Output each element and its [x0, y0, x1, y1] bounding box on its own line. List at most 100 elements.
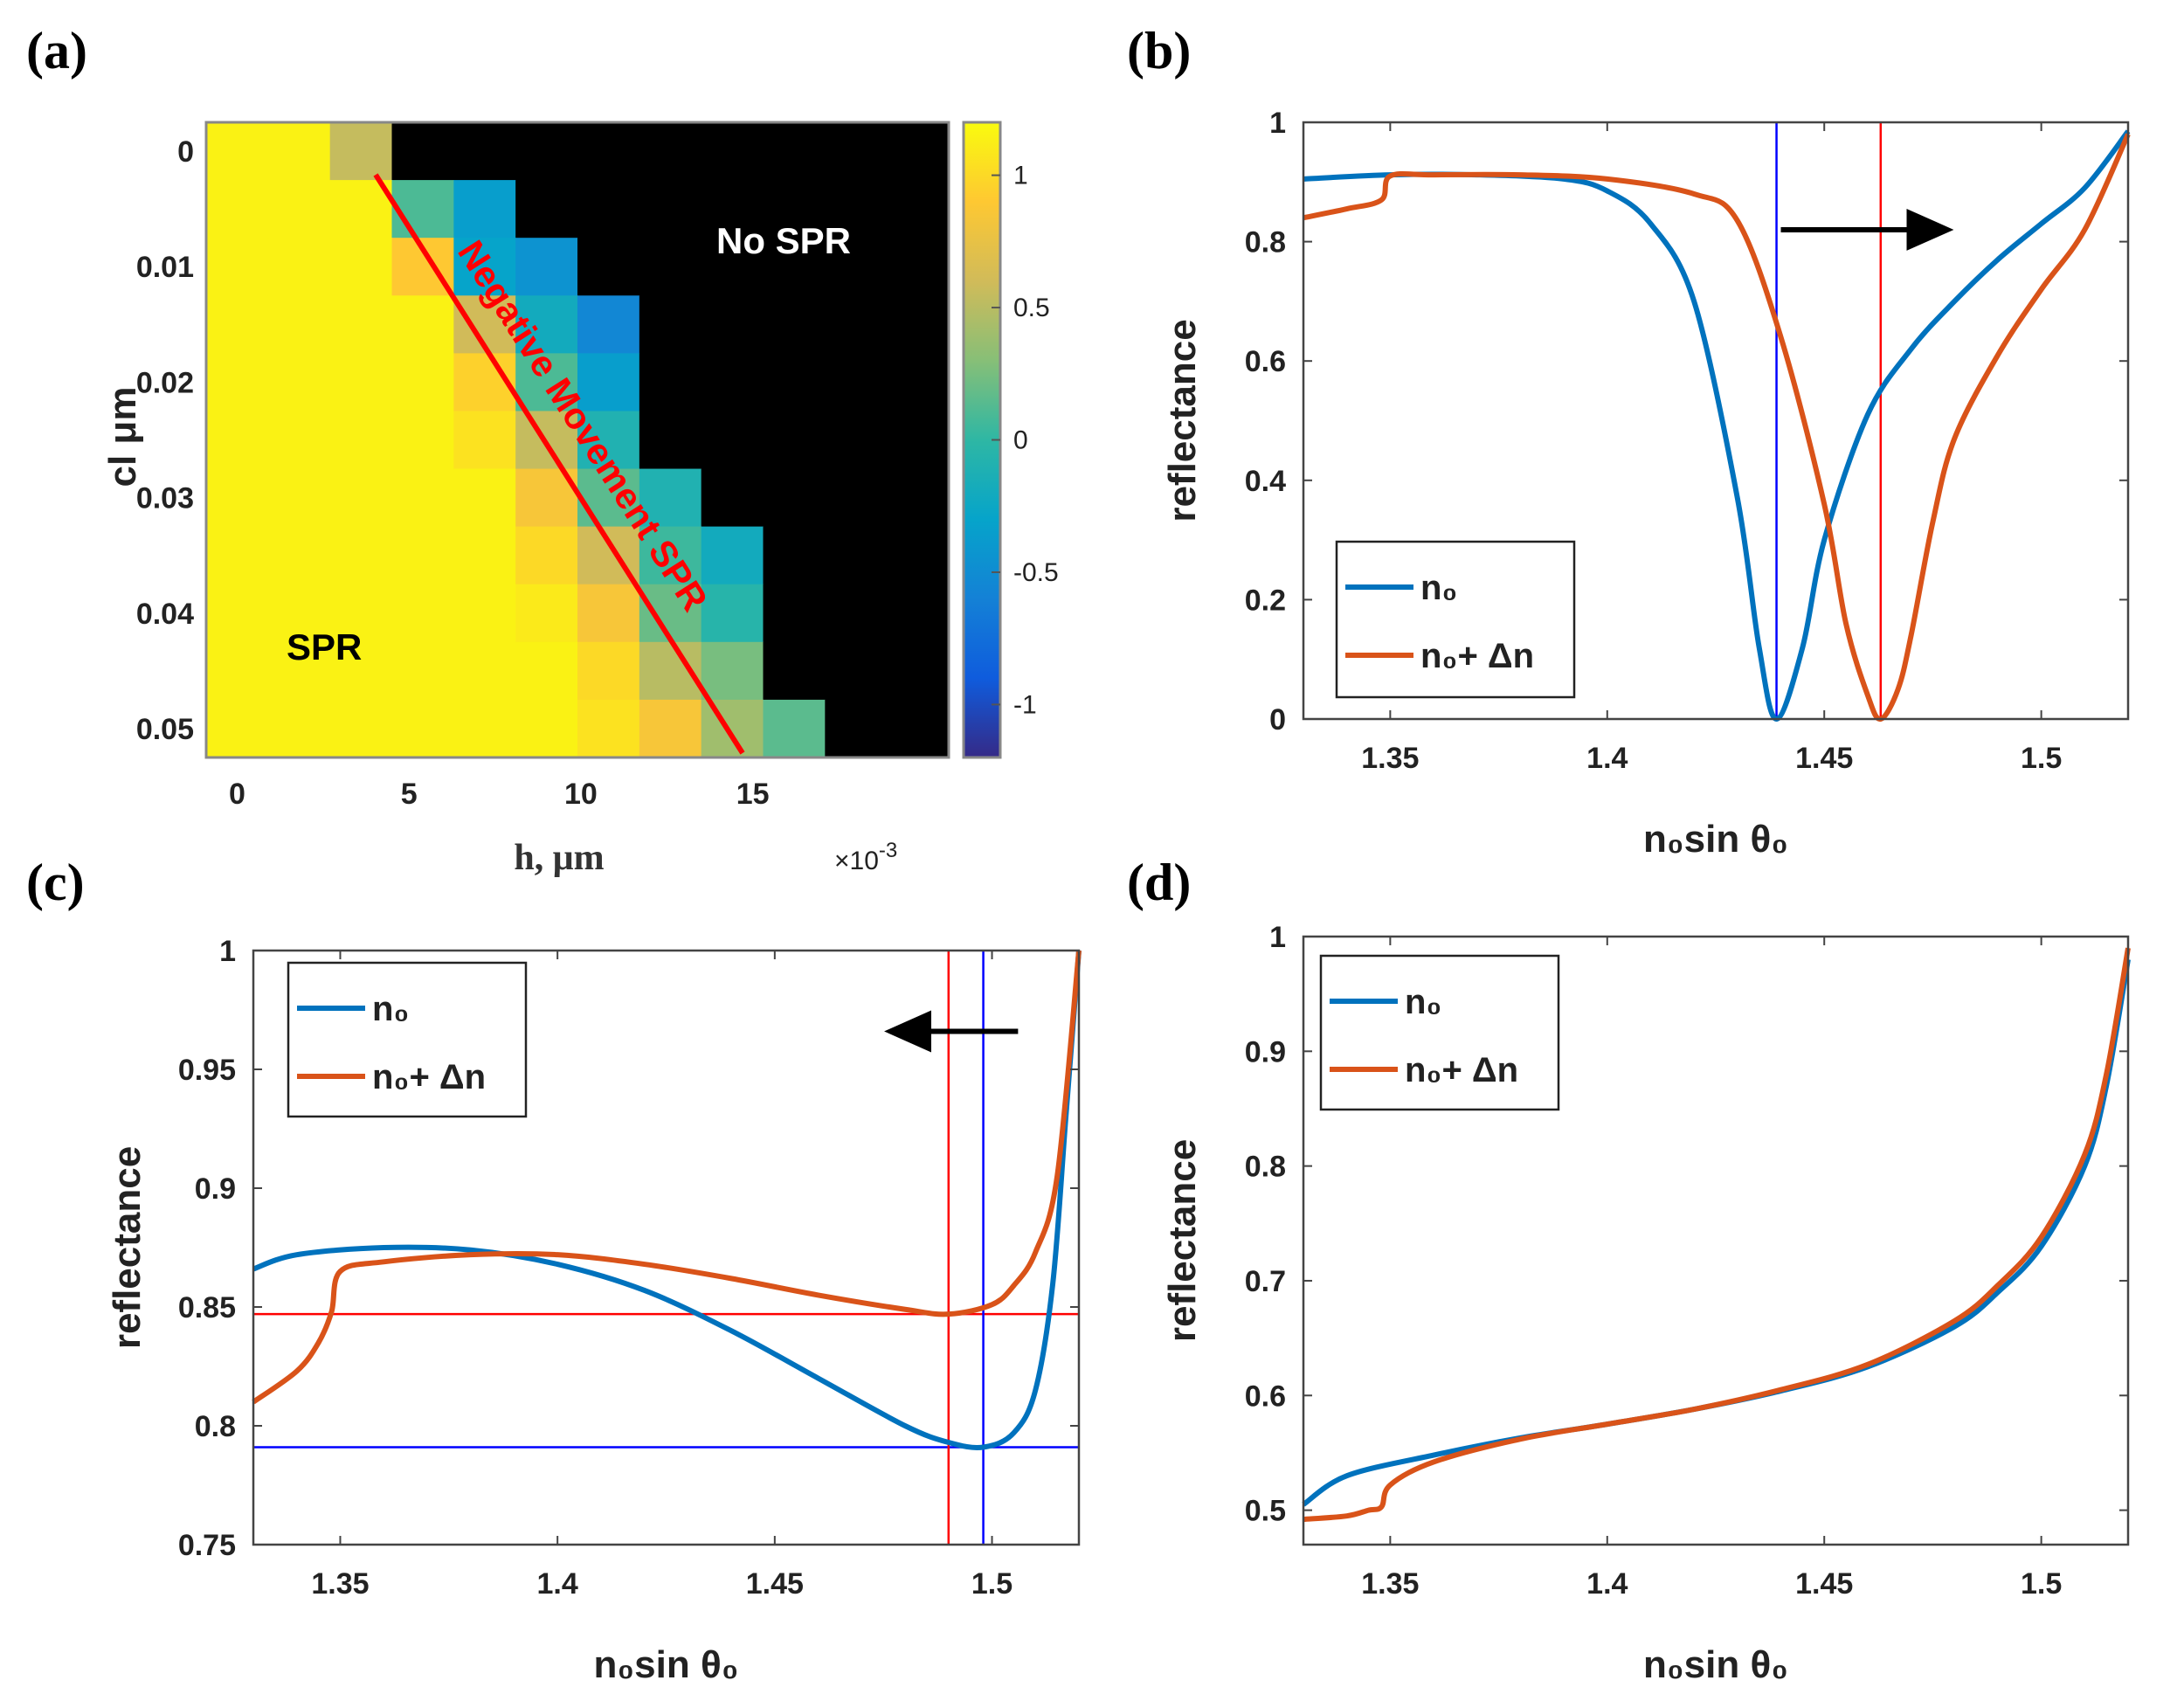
heatmap-cell: [577, 468, 640, 528]
heatmap-cell: [577, 180, 640, 239]
heatmap-cell: [639, 180, 702, 239]
x-tick-label: 0: [229, 778, 245, 811]
heatmap-cell: [329, 122, 393, 181]
legend-label: n₀: [372, 990, 409, 1028]
x-exponent-label: ×10-3: [834, 839, 897, 875]
y-tick-label: 0.8: [1245, 226, 1286, 259]
heatmap-cell: [763, 584, 826, 643]
y-tick-label: 0.4: [1245, 465, 1286, 498]
colorbar-tick-label: -0.5: [1013, 558, 1059, 587]
heatmap-cell: [391, 526, 454, 585]
heatmap-cell: [701, 238, 764, 296]
heatmap-cell: [639, 295, 702, 354]
x-tick-label: 1.45: [1795, 742, 1853, 775]
heatmap-cell: [887, 699, 950, 758]
heatmap-cell: [887, 641, 950, 701]
x-exponent-power: -3: [879, 839, 897, 862]
heatmap-cell: [701, 295, 764, 354]
x-tick-label: 1.4: [537, 1567, 578, 1601]
line-chart-panel-d: 1.35 1.4 1.45 1.5 0.5 0.6 0.7 0.8 0.9 1 n₀sin θ₀ re…: [1161, 921, 2131, 1686]
heatmap-cell: [329, 468, 393, 528]
heatmap-cell: [701, 411, 764, 470]
heatmap-cell: [515, 180, 578, 239]
heatmap-cell: [887, 526, 950, 585]
y-tick-label: 0: [177, 135, 194, 169]
heatmap-cell: [267, 238, 331, 296]
heatmap-cell: [267, 122, 331, 181]
colorbar-tick-label: 0: [1013, 426, 1028, 455]
y-axis-title: reflectance: [1161, 1139, 1204, 1342]
heatmap-cell: [206, 411, 269, 470]
heatmap-cell: [267, 468, 331, 528]
x-tick-label: 1.4: [1586, 1567, 1628, 1601]
y-tick-label: 0.03: [136, 482, 194, 515]
heatmap-cell: [206, 180, 269, 239]
heatmap-cell: [639, 353, 702, 412]
y-tick-label: 0.6: [1245, 1380, 1286, 1413]
legend-label: n₀: [1420, 569, 1457, 607]
x-tick-label: 1.35: [1361, 1567, 1419, 1601]
y-tick-label: 0.05: [136, 713, 194, 746]
heatmap-cell: [639, 411, 702, 470]
heatmap-cell: [206, 353, 269, 412]
x-axis-title: n₀sin θ₀: [593, 1643, 738, 1686]
y-tick-label: 0.8: [1245, 1151, 1286, 1184]
heatmap-cell: [577, 699, 640, 758]
y-tick-label: 0.02: [136, 366, 194, 399]
heatmap-cell: [763, 180, 826, 239]
line-chart-panel-b: 1.35 1.4 1.45 1.5 0 0.2 0.4 0.6 0.8 1 n₀sin θ₀ refl…: [1161, 107, 2131, 861]
plot-frame: [1302, 121, 2130, 721]
heatmap-cell: [267, 641, 331, 701]
heatmap-cell: [639, 238, 702, 296]
x-axis-title: n₀sin θ₀: [1643, 818, 1788, 861]
y-axis-title: reflectance: [1161, 319, 1204, 522]
colorbar-tick-label: 1: [1013, 162, 1028, 190]
heatmap-cell: [453, 584, 516, 643]
legend: n₀ n₀+ Δn: [287, 961, 528, 1118]
y-tick-label: 0.9: [1245, 1035, 1286, 1068]
heatmap-cell: [206, 122, 269, 181]
heatmap-cell: [577, 411, 640, 470]
heatmap-cell: [329, 353, 393, 412]
colorbar-tick-label: -1: [1013, 690, 1037, 719]
negative-movement-line: [373, 173, 745, 755]
heatmap-cell: [701, 468, 764, 528]
heatmap-cell: [515, 641, 578, 701]
y-tick-label: 0.2: [1245, 584, 1286, 617]
heatmap-cell: [515, 353, 578, 412]
x-tick-label: 1.5: [971, 1567, 1013, 1601]
x-tick-label: 1.4: [1586, 742, 1628, 775]
heatmap-cell: [825, 180, 888, 239]
series-line-n0: [1303, 129, 2131, 722]
panel-label-a: (a): [26, 22, 87, 80]
colorbar-ticks: 1 0.5 0 -0.5 -1: [992, 162, 1059, 719]
no-spr-label: No SPR: [716, 220, 851, 261]
panel-label-b: (b): [1127, 22, 1191, 80]
legend-label: n₀+ Δn: [1420, 637, 1534, 675]
heatmap-cell: [453, 411, 516, 470]
heatmap-cell: [825, 295, 888, 354]
heatmap-cell: [577, 122, 640, 181]
y-tick-label: 1: [1269, 921, 1286, 954]
heatmap-cell: [577, 641, 640, 701]
series-line-n0-plus-dn: [1303, 947, 2131, 1523]
heatmap-cell: [701, 353, 764, 412]
heatmap-cell: [206, 526, 269, 585]
x-exponent-base: ×10: [834, 847, 879, 875]
y-tick-label: 0.7: [1245, 1265, 1286, 1298]
heatmap-cell: [391, 122, 454, 181]
x-ticks-a: 0 5 10 15: [229, 778, 770, 811]
heatmap-cell: [639, 526, 702, 585]
legend-box: [1319, 954, 1560, 1111]
series-line-n0: [252, 950, 1082, 1450]
heatmap-cell: [515, 699, 578, 758]
legend: n₀ n₀+ Δn: [1335, 540, 1576, 699]
heatmap-cell: [206, 295, 269, 354]
legend-box: [287, 961, 528, 1118]
heatmap-cell: [515, 295, 578, 354]
heatmap-cell: [453, 699, 516, 758]
heatmap-cell: [701, 699, 764, 758]
heatmap-cell: [453, 468, 516, 528]
heatmap-cell: [329, 295, 393, 354]
line-chart-panel-c: 1.35 1.4 1.45 1.5 0.75 0.8 0.85 0.9 0.95 1 n₀sin θ…: [106, 935, 1082, 1686]
